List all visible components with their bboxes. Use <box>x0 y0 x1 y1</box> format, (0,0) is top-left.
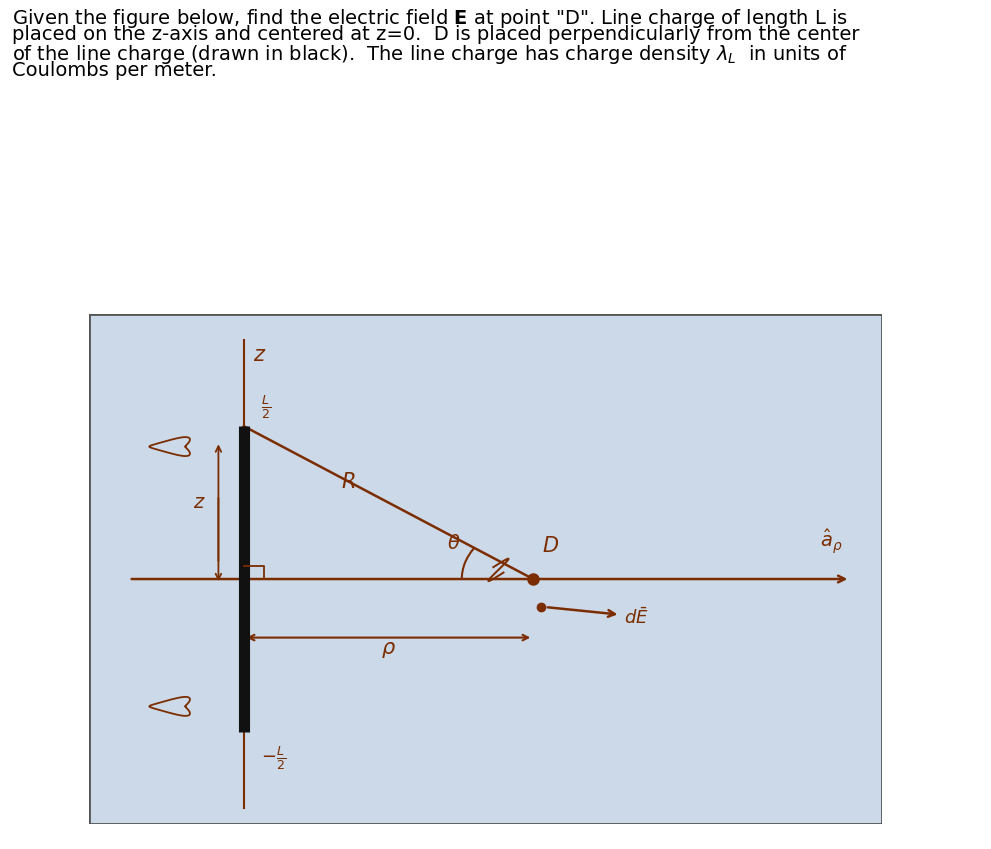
Text: of the line charge (drawn in black).  The line charge has charge density $\lambd: of the line charge (drawn in black). The… <box>12 43 847 66</box>
Text: z: z <box>193 493 204 512</box>
FancyBboxPatch shape <box>89 314 882 824</box>
Text: $\frac{L}{2}$: $\frac{L}{2}$ <box>262 393 272 421</box>
Text: R: R <box>342 472 356 492</box>
Text: $-\frac{L}{2}$: $-\frac{L}{2}$ <box>262 745 286 773</box>
Text: $\rho$: $\rho$ <box>381 640 396 661</box>
Text: Coulombs per meter.: Coulombs per meter. <box>12 61 217 80</box>
Text: $\theta$: $\theta$ <box>447 534 461 553</box>
Text: placed on the z-axis and centered at z=0.  D is placed perpendicularly from the : placed on the z-axis and centered at z=0… <box>12 25 859 44</box>
Text: $d\bar{E}$: $d\bar{E}$ <box>624 607 649 627</box>
Text: Given the figure below, find the electric field $\mathbf{E}$ at point "D". Line : Given the figure below, find the electri… <box>12 8 848 31</box>
Text: $\hat{a}_\rho$: $\hat{a}_\rho$ <box>820 528 842 556</box>
Text: D: D <box>543 536 559 556</box>
Text: z: z <box>254 345 265 365</box>
